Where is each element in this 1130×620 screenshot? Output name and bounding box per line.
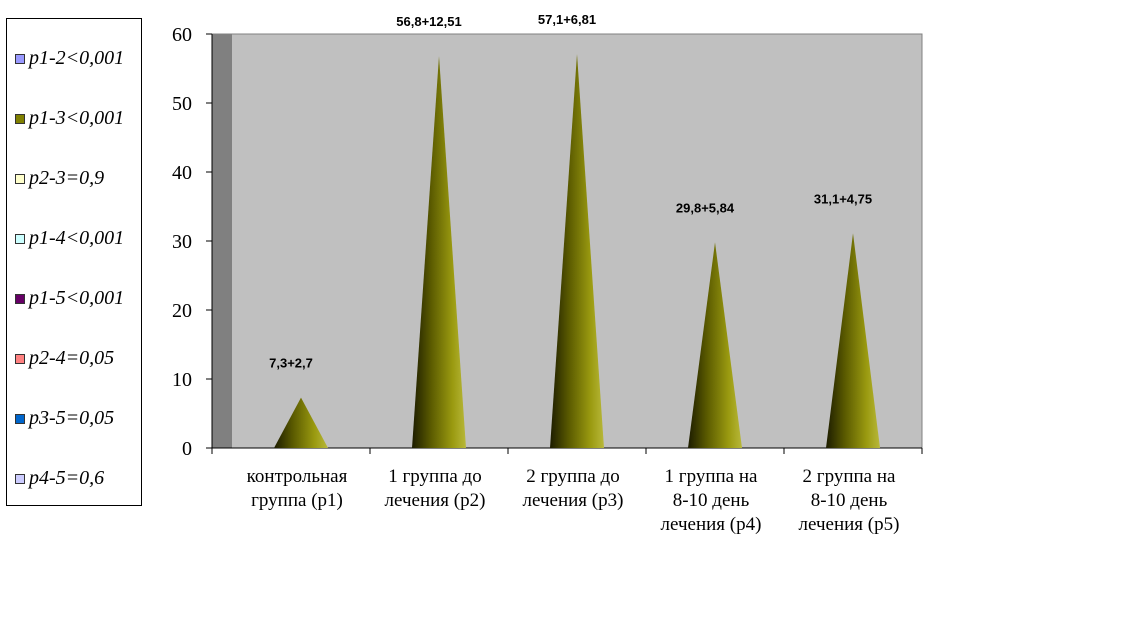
y-tick-label: 0 xyxy=(182,438,192,460)
legend-label: p1-3<0,001 xyxy=(29,107,125,129)
x-category-label: контрольная группа (р1) xyxy=(247,466,348,511)
legend-item: p1-3<0,001 xyxy=(15,107,124,130)
legend-item: p2-4=0,05 xyxy=(15,347,114,370)
legend-swatch xyxy=(15,293,25,304)
legend-swatch xyxy=(15,113,25,124)
data-label: 31,1+4,75 xyxy=(814,191,872,206)
y-tick-label: 10 xyxy=(172,369,192,391)
y-tick-label: 50 xyxy=(172,93,192,115)
legend-swatch xyxy=(15,233,25,244)
legend-swatch xyxy=(15,353,25,364)
legend-item: p1-2<0,001 xyxy=(15,47,124,70)
data-label: 7,3+2,7 xyxy=(269,356,313,371)
y-tick-label: 40 xyxy=(172,162,192,184)
cone-bar xyxy=(826,233,880,448)
x-category-label: 1 группа до лечения (р2) xyxy=(385,466,486,511)
legend-label: p2-3=0,9 xyxy=(29,167,105,189)
cone-bar xyxy=(688,242,742,448)
x-category-label: 1 группа на 8-10 день лечения (р4) xyxy=(661,466,762,535)
y-tick-label: 60 xyxy=(172,24,192,46)
plot-side-wall xyxy=(212,34,232,448)
legend-label: p3-5=0,05 xyxy=(29,407,115,429)
legend-label: p4-5=0,6 xyxy=(29,467,105,489)
legend-swatch xyxy=(15,473,25,484)
legend: p1-2<0,001 p1-3<0,001 p2-3=0,9 p1-4<0,001 p1… xyxy=(6,18,142,506)
legend-item: p2-3=0,9 xyxy=(15,167,104,190)
legend-item: p4-5=0,6 xyxy=(15,467,104,490)
legend-label: p1-5<0,001 xyxy=(29,287,125,309)
legend-label: p2-4=0,05 xyxy=(29,347,115,369)
legend-swatch xyxy=(15,173,25,184)
legend-item: p1-4<0,001 xyxy=(15,227,124,250)
legend-label: p1-2<0,001 xyxy=(29,47,125,69)
cone-bar xyxy=(550,54,604,448)
cone-bar xyxy=(274,397,328,448)
legend-swatch xyxy=(15,413,25,424)
legend-swatch xyxy=(15,53,25,64)
y-tick-label: 30 xyxy=(172,231,192,253)
x-category-label: 2 группа до лечения (р3) xyxy=(523,466,624,511)
data-label: 56,8+12,51 xyxy=(396,14,461,29)
data-label: 29,8+5,84 xyxy=(676,200,735,215)
legend-label: p1-4<0,001 xyxy=(29,227,125,249)
y-tick-label: 20 xyxy=(172,300,192,322)
x-category-label: 2 группа на 8-10 день лечения (р5) xyxy=(799,466,900,535)
cone-bar xyxy=(412,56,466,448)
data-label: 57,1+6,81 xyxy=(538,12,596,27)
legend-item: p1-5<0,001 xyxy=(15,287,124,310)
legend-item: p3-5=0,05 xyxy=(15,407,114,430)
